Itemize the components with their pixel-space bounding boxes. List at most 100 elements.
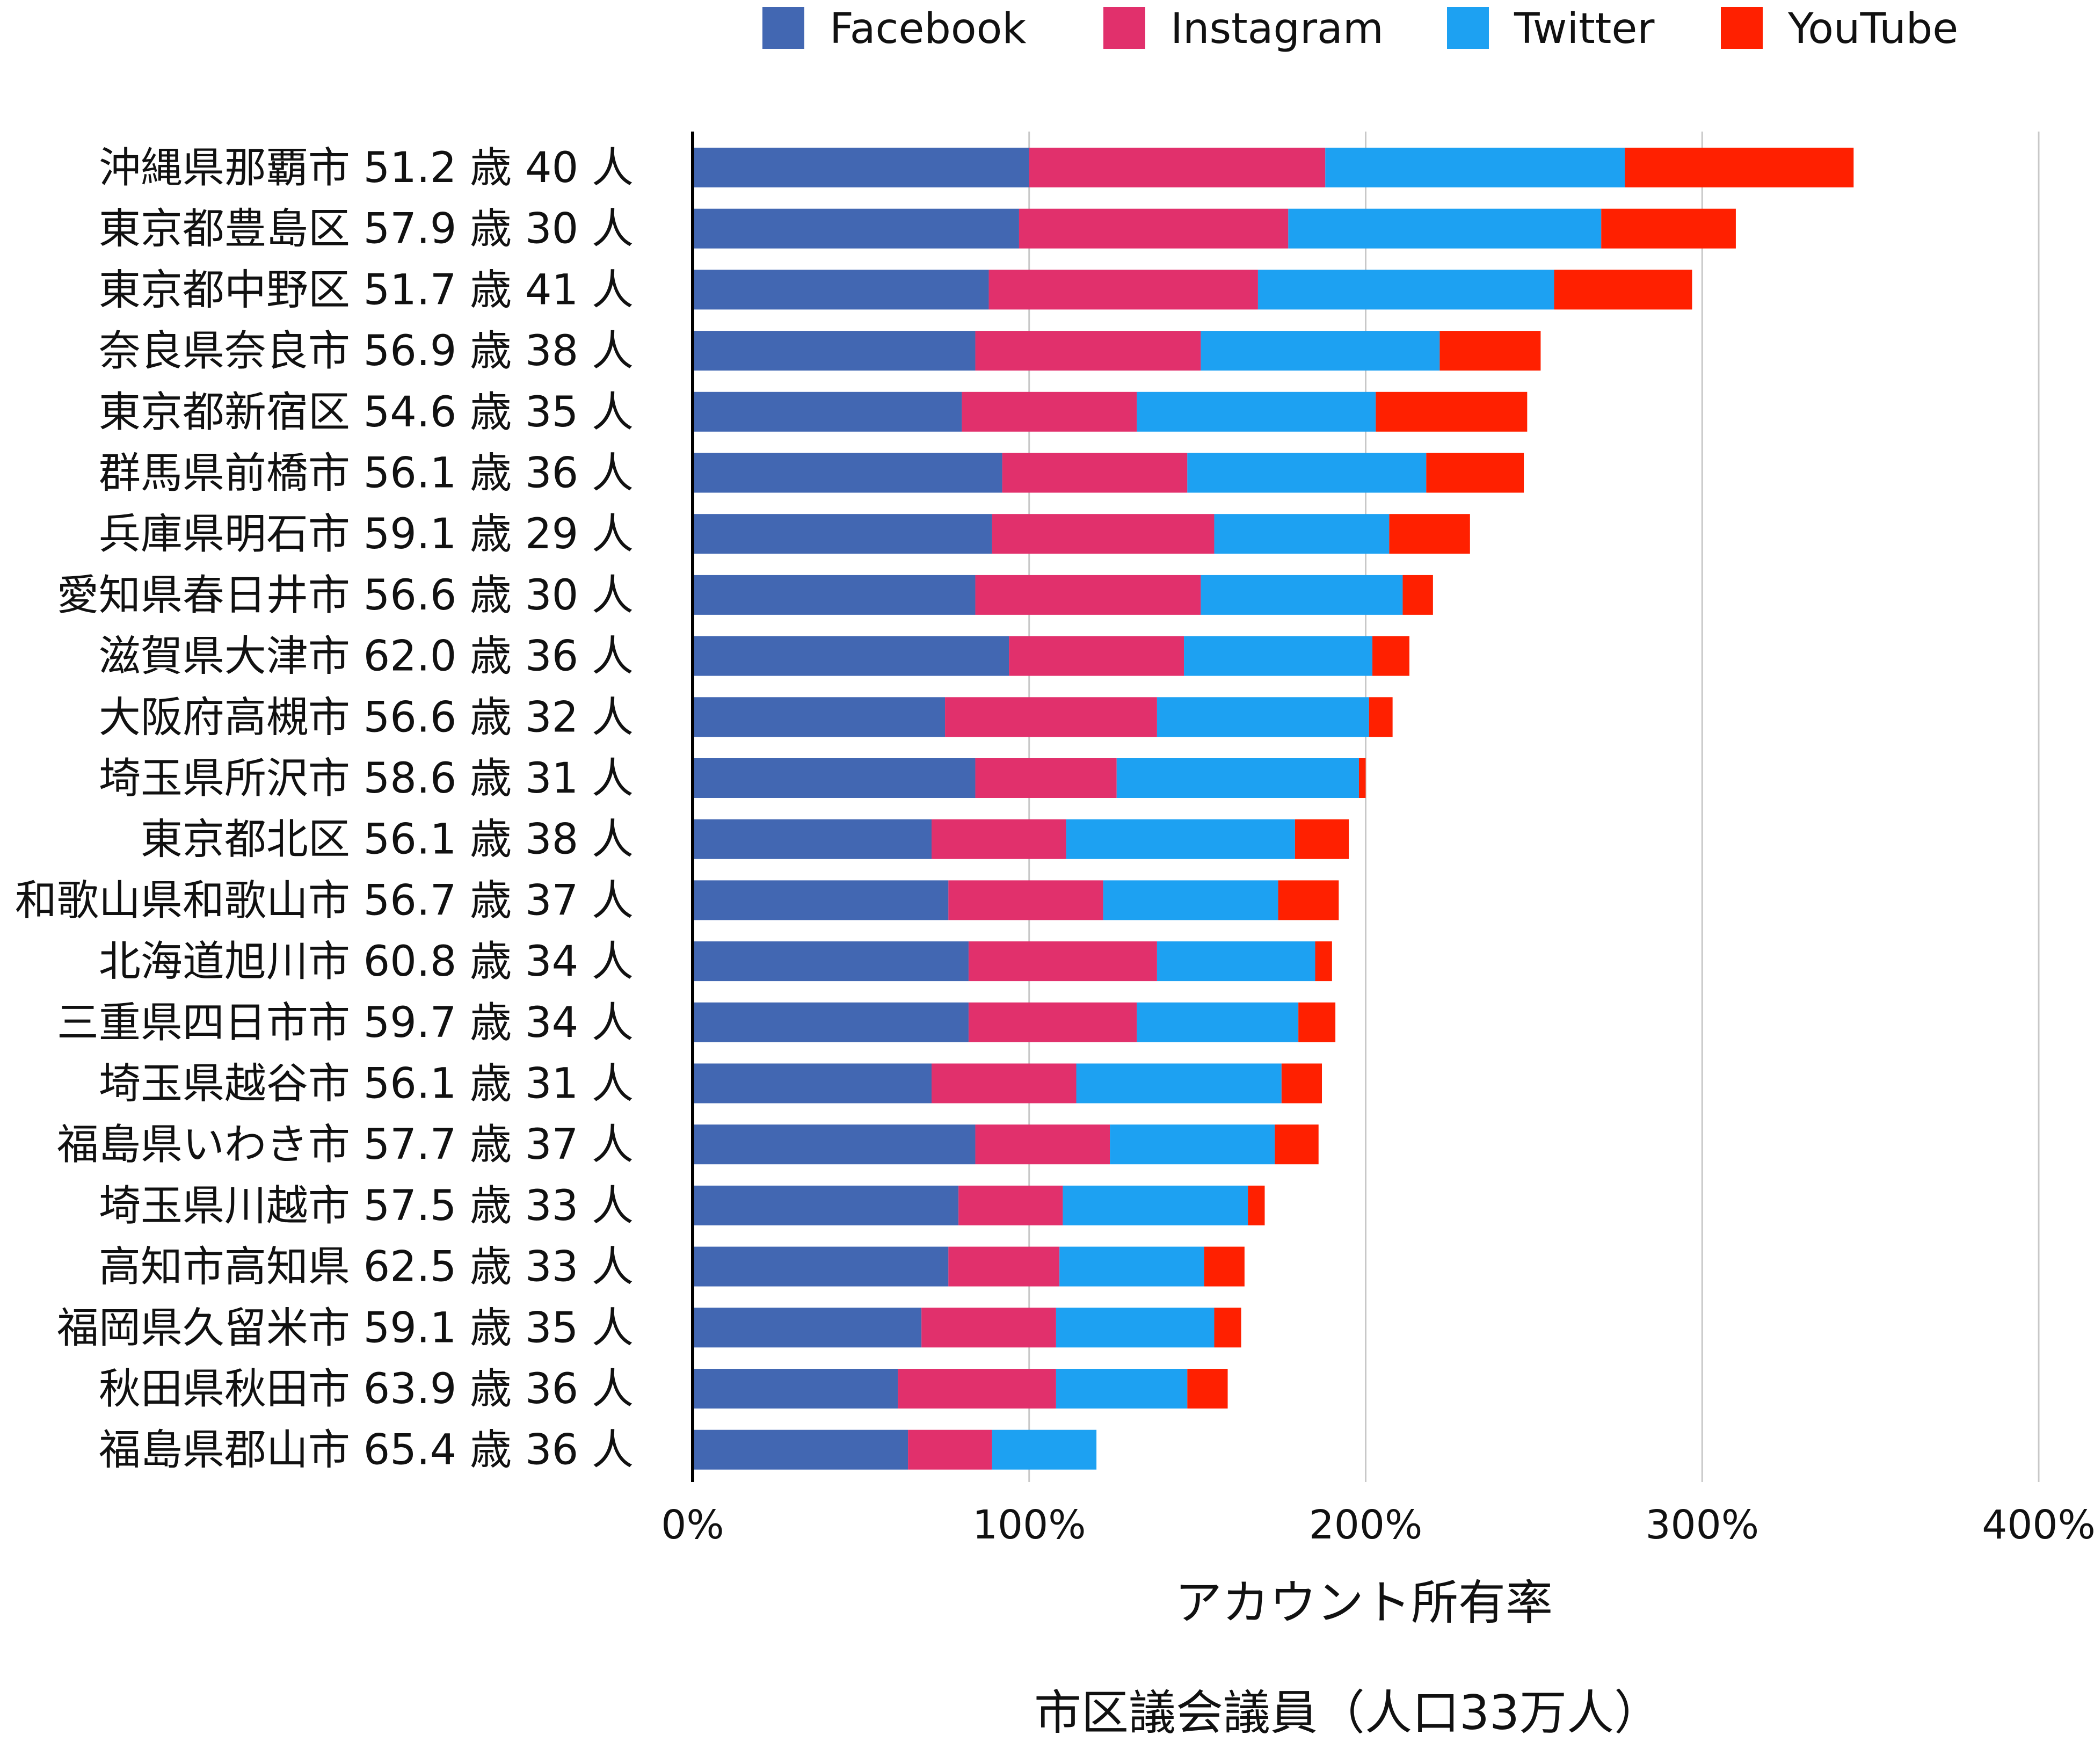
bar-segment-youtube — [1281, 1063, 1322, 1104]
legend-label-facebook: Facebook — [830, 5, 1027, 53]
category-label: 東京都豊島区 57.9 歳 30 人 — [99, 205, 634, 253]
bar-segment-facebook — [693, 208, 1019, 249]
bar-segment-youtube — [1295, 819, 1349, 859]
category-label: 福島県いわき市 57.7 歳 37 人 — [57, 1121, 634, 1169]
bar-segment-youtube — [1601, 208, 1736, 249]
bar-segment-instagram — [1009, 636, 1184, 676]
legend: Facebook Instagram Twitter YouTube — [762, 5, 1958, 53]
bar-segment-youtube — [1554, 270, 1692, 310]
bar-segment-twitter — [1116, 758, 1359, 798]
bar-segment-facebook — [693, 1246, 949, 1287]
bar-segment-twitter — [1076, 1063, 1282, 1104]
bars — [693, 148, 1854, 1470]
category-label: 和歌山県和歌山市 56.7 歳 37 人 — [15, 876, 634, 925]
bar-segment-twitter — [1137, 391, 1376, 432]
category-label: 群馬県前橋市 56.1 歳 36 人 — [99, 449, 634, 498]
bar-segment-facebook — [693, 1308, 922, 1348]
category-label: 東京都北区 56.1 歳 38 人 — [141, 816, 634, 864]
bar-segment-youtube — [1358, 758, 1366, 798]
bar-segment-youtube — [1439, 331, 1541, 371]
bar-segment-twitter — [1288, 208, 1602, 249]
x-tick-labels: 0% 100% 200% 300% 400% — [661, 1502, 2094, 1548]
bar-segment-facebook — [693, 1124, 976, 1165]
chart-caption: 市区議会議員（人口33万人） — [1034, 1685, 1661, 1740]
bar-segment-facebook — [693, 391, 962, 432]
bar-segment-youtube — [1298, 1002, 1336, 1042]
legend-swatch-facebook — [762, 7, 804, 49]
bar-segment-instagram — [1029, 148, 1326, 187]
bar-segment-facebook — [693, 331, 976, 371]
legend-label-youtube: YouTube — [1787, 5, 1958, 53]
bar-segment-facebook — [693, 1429, 908, 1470]
bar-segment-instagram — [975, 1124, 1110, 1165]
category-label: 三重県四日市市 59.7 歳 34 人 — [57, 999, 634, 1047]
category-label: 大阪府高槻市 56.6 歳 32 人 — [99, 693, 634, 742]
bar-segment-facebook — [693, 148, 1029, 187]
bar-segment-facebook — [693, 880, 949, 920]
bar-segment-twitter — [992, 1429, 1097, 1470]
bar-segment-facebook — [693, 514, 992, 554]
bar-segment-youtube — [1278, 880, 1339, 920]
bar-segment-instagram — [898, 1369, 1056, 1409]
bar-segment-facebook — [693, 270, 989, 310]
bar-segment-twitter — [1157, 697, 1369, 737]
bar-segment-twitter — [1056, 1369, 1188, 1409]
x-axis-label: アカウント所有率 — [1175, 1575, 1553, 1630]
legend-label-instagram: Instagram — [1170, 5, 1384, 53]
bar-segment-twitter — [1257, 270, 1554, 310]
bar-segment-instagram — [958, 1185, 1063, 1225]
bar-segment-instagram — [988, 270, 1258, 310]
category-label: 北海道旭川市 60.8 歳 34 人 — [99, 938, 634, 986]
bar-segment-facebook — [693, 453, 1002, 493]
bar-segment-youtube — [1372, 636, 1409, 676]
bar-segment-youtube — [1402, 575, 1433, 615]
bar-segment-instagram — [968, 1002, 1137, 1042]
x-tick-label: 0% — [661, 1502, 724, 1548]
category-label: 福島県郡山市 65.4 歳 36 人 — [99, 1426, 634, 1475]
bar-segment-facebook — [693, 697, 946, 737]
bar-segment-instagram — [908, 1429, 992, 1470]
bar-segment-twitter — [1066, 819, 1295, 859]
bar-segment-twitter — [1063, 1185, 1248, 1225]
x-tick-label: 400% — [1982, 1502, 2094, 1548]
category-label: 秋田県秋田市 63.9 歳 36 人 — [99, 1365, 634, 1413]
category-label: 埼玉県所沢市 58.6 歳 31 人 — [99, 754, 634, 803]
category-label: 福岡県久留米市 59.1 歳 35 人 — [57, 1304, 634, 1352]
bar-segment-twitter — [1157, 941, 1315, 982]
bar-segment-facebook — [693, 575, 976, 615]
legend-label-twitter: Twitter — [1514, 5, 1655, 53]
bar-segment-twitter — [1201, 331, 1440, 371]
category-label: 埼玉県川越市 57.5 歳 33 人 — [99, 1182, 634, 1230]
bar-segment-twitter — [1137, 1002, 1299, 1042]
bar-segment-instagram — [948, 880, 1103, 920]
x-tick-label: 100% — [972, 1502, 1086, 1548]
category-label: 兵庫県明石市 59.1 歳 29 人 — [99, 510, 634, 558]
bar-segment-youtube — [1275, 1124, 1319, 1165]
bar-segment-instagram — [968, 941, 1157, 982]
x-tick-label: 200% — [1309, 1502, 1423, 1548]
bar-segment-instagram — [948, 1246, 1060, 1287]
legend-swatch-youtube — [1721, 7, 1763, 49]
bar-segment-facebook — [693, 941, 969, 982]
bar-segment-instagram — [1019, 208, 1289, 249]
bar-segment-youtube — [1369, 697, 1393, 737]
bar-segment-youtube — [1248, 1185, 1265, 1225]
bar-segment-twitter — [1056, 1308, 1215, 1348]
bar-segment-facebook — [693, 1185, 959, 1225]
bar-segment-twitter — [1325, 148, 1625, 187]
category-label: 沖縄県那覇市 51.2 歳 40 人 — [99, 144, 634, 192]
bar-segment-twitter — [1059, 1246, 1204, 1287]
bar-segment-twitter — [1214, 514, 1390, 554]
bar-segment-youtube — [1426, 453, 1524, 493]
bar-segment-twitter — [1103, 880, 1278, 920]
bar-segment-youtube — [1376, 391, 1528, 432]
category-label: 埼玉県越谷市 56.1 歳 31 人 — [99, 1060, 634, 1108]
bar-segment-facebook — [693, 1369, 898, 1409]
bar-segment-facebook — [693, 636, 1009, 676]
bar-segment-facebook — [693, 819, 932, 859]
bar-segment-instagram — [931, 1063, 1077, 1104]
bar-segment-youtube — [1625, 148, 1854, 187]
bar-segment-facebook — [693, 758, 976, 798]
bar-segment-instagram — [921, 1308, 1056, 1348]
